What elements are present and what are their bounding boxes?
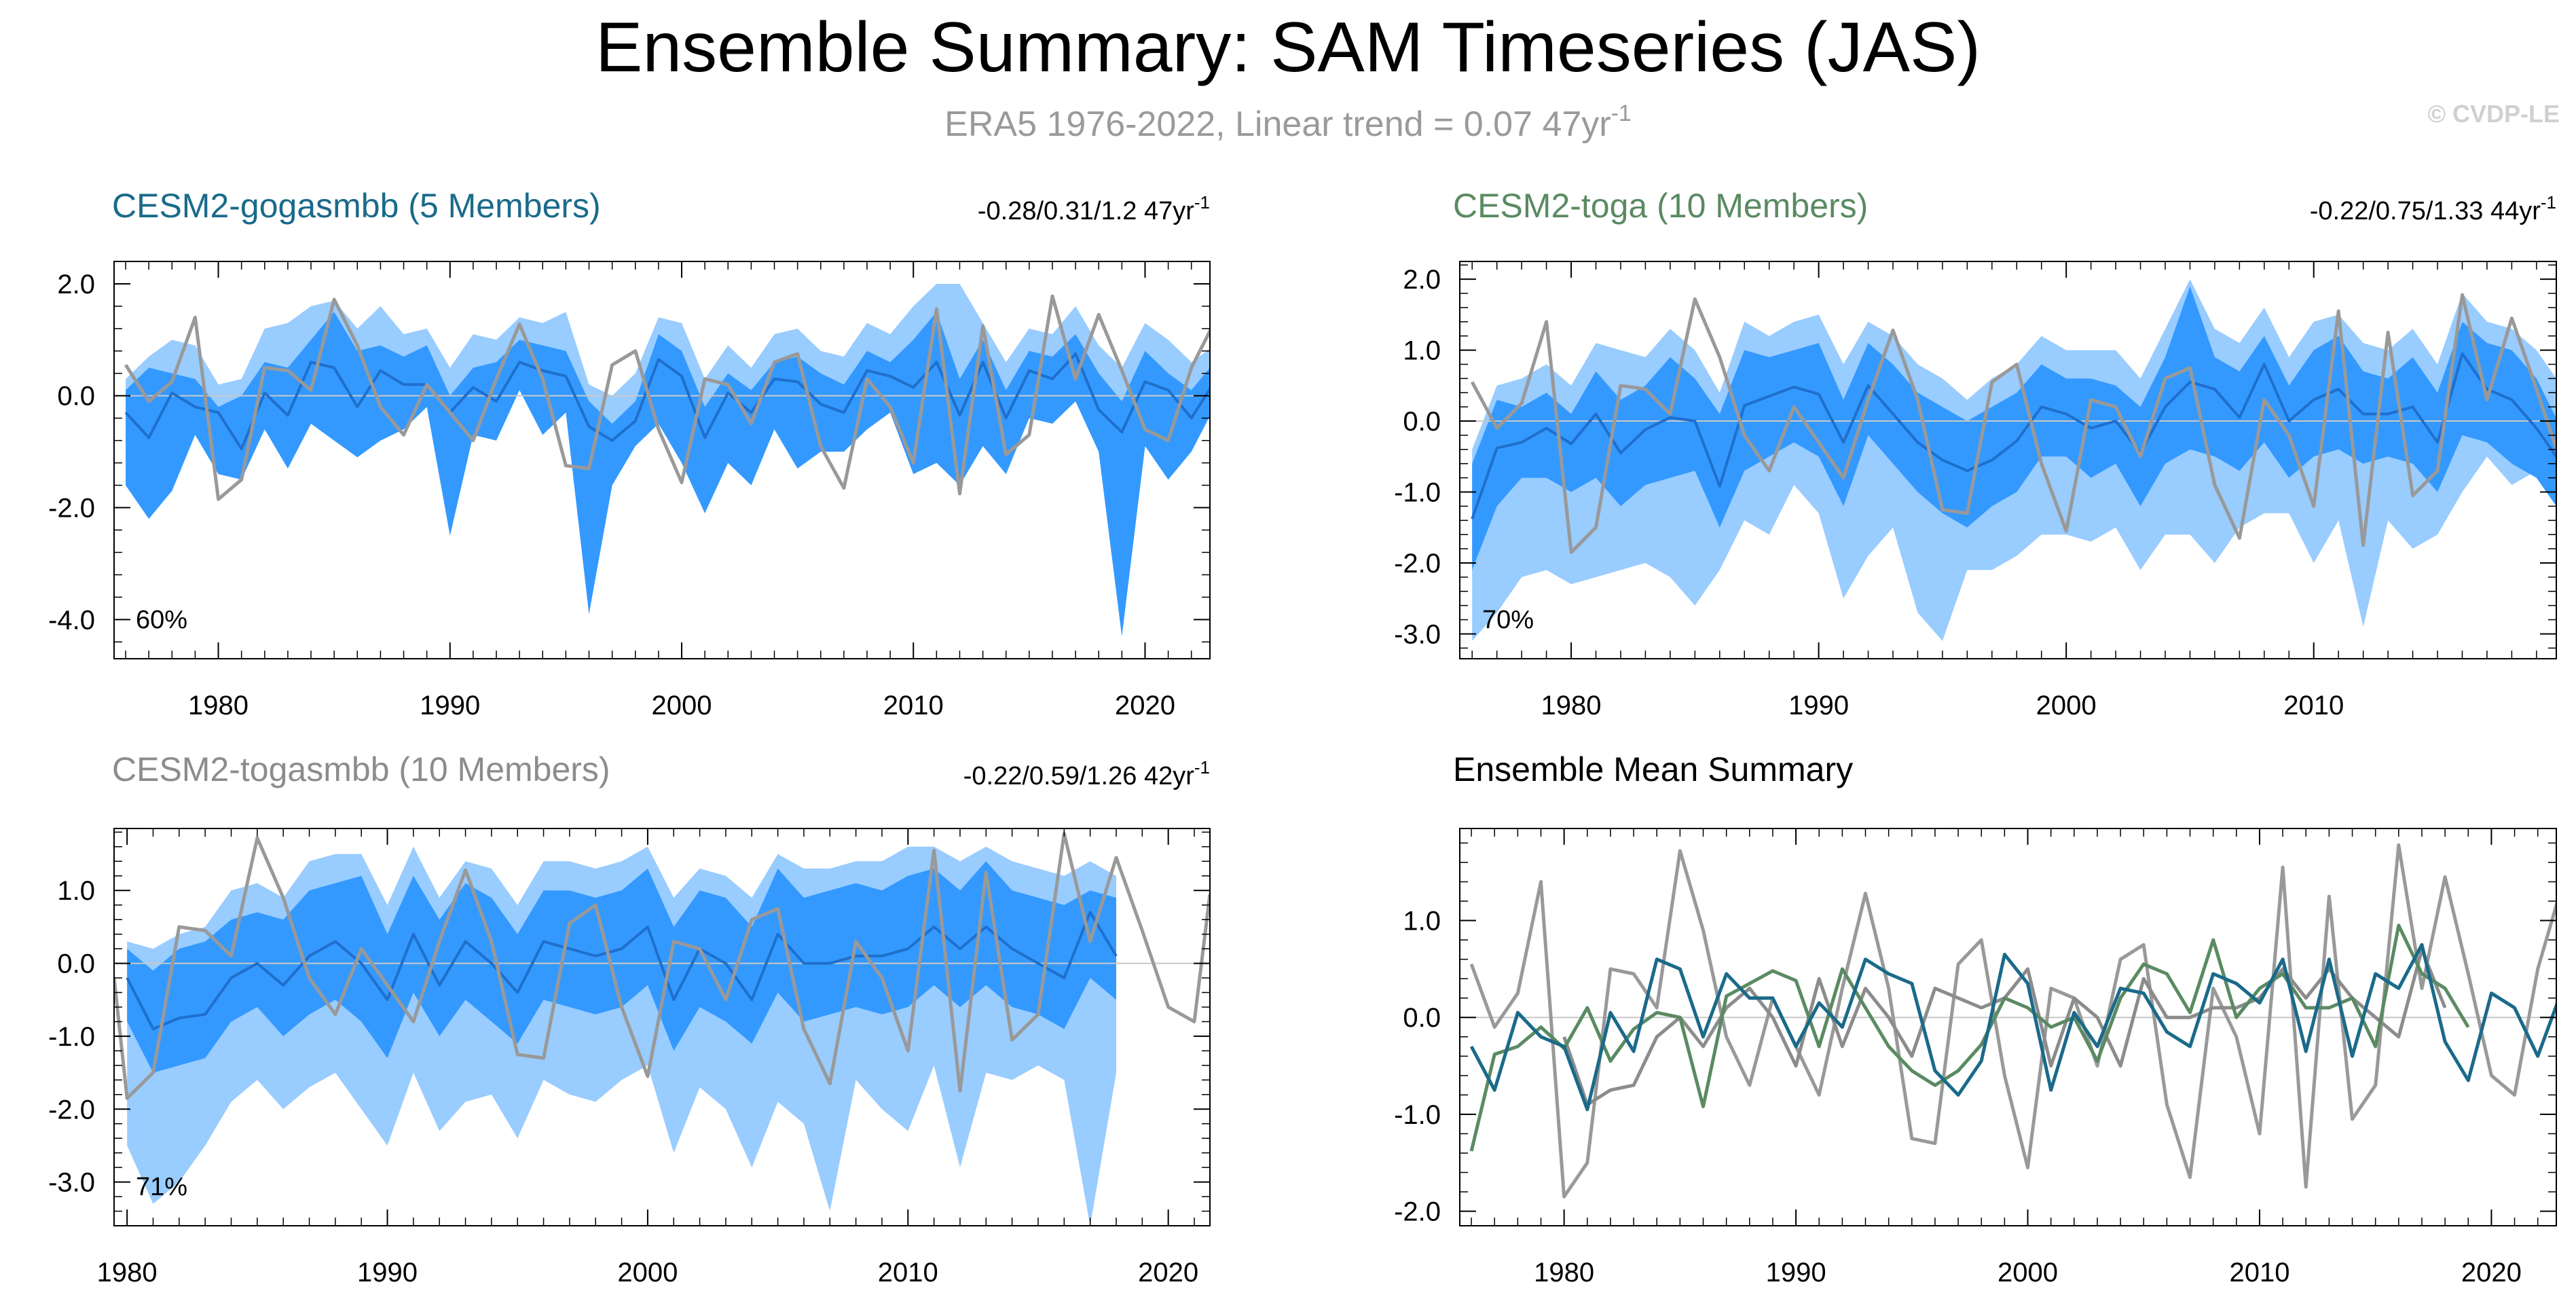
ytick-label: 1.0 xyxy=(1403,907,1441,936)
main-title: Ensemble Summary: SAM Timeseries (JAS) xyxy=(595,8,1981,87)
xtick-label: 2020 xyxy=(1138,1258,1198,1288)
plot-area-ensmean: 1.0 0.0 -1.0 -2.0 1980 1990 2000 2010 2020 xyxy=(1394,828,2557,1288)
pct-label-gogasmbb: 60% xyxy=(136,606,187,634)
xtick-label: 1980 xyxy=(1541,691,1602,721)
xtick-label: 2010 xyxy=(2229,1258,2289,1288)
panel-stats-togasmbb: -0.22/0.59/1.26 42yr-1 xyxy=(963,757,1210,790)
ytick-label: 1.0 xyxy=(1403,336,1441,366)
dark-band-gogasmbb xyxy=(126,312,1210,636)
ytick-label: -2.0 xyxy=(1394,549,1441,579)
pct-label-toga: 70% xyxy=(1482,606,1534,634)
panel-title-toga: CESM2-toga (10 Members) xyxy=(1453,187,1868,225)
pct-label-togasmbb: 71% xyxy=(136,1173,187,1201)
xtick-label: 2010 xyxy=(2283,691,2344,721)
ytick-label: 2.0 xyxy=(1403,265,1441,295)
plot-inner-togasmbb xyxy=(114,832,1210,1226)
dark-band-togasmbb xyxy=(127,861,1117,1073)
xtick-label: 2010 xyxy=(878,1258,938,1288)
ytick-label: 1.0 xyxy=(57,876,95,906)
series-line-era5 xyxy=(1469,843,2556,1199)
ytick-label: -1.0 xyxy=(48,1022,95,1052)
xtick-label: 2010 xyxy=(883,691,944,721)
plot-area-togasmbb: 1.0 0.0 -1.0 -2.0 -3.0 1980 1990 2000 2010 2020 xyxy=(48,828,1211,1288)
xtick-label: 1990 xyxy=(420,691,480,721)
xtick-label: 2020 xyxy=(1115,691,1175,721)
obs-line-toga xyxy=(1470,293,2556,554)
plot-area-toga: 2.0 1.0 0.0 -1.0 -2.0 -3.0 1980 1990 2000 2010 xyxy=(1394,261,2557,721)
ytick-label: -2.0 xyxy=(48,1095,95,1125)
ytick-label: 0.0 xyxy=(1403,407,1441,437)
plot-inner-ensmean xyxy=(1460,843,2556,1199)
plot-inner-gogasmbb xyxy=(114,284,1210,636)
ytick-label: -4.0 xyxy=(48,605,95,635)
xtick-label: 2020 xyxy=(2461,1258,2522,1288)
series-line-cesm2-gogasmbb xyxy=(1469,943,2556,1112)
obs-line-gogasmbb xyxy=(124,294,1210,501)
xtick-label: 2000 xyxy=(1998,1258,2058,1288)
plot-frame-togasmbb xyxy=(113,828,1211,1226)
ytick-label: -1.0 xyxy=(1394,1100,1441,1130)
plot-frame-ensmean xyxy=(1459,828,2557,1226)
ytick-label: -3.0 xyxy=(1394,619,1441,649)
ytick-label: 0.0 xyxy=(57,949,95,979)
xtick-label: 1990 xyxy=(1788,691,1849,721)
series-line-cesm2-toga xyxy=(1469,924,2470,1152)
obs-line-togasmbb xyxy=(114,832,1210,1100)
plot-inner-toga xyxy=(1460,279,2556,641)
xtick-label: 1990 xyxy=(1766,1258,1826,1288)
ens-mean-line-togasmbb xyxy=(126,911,1118,1031)
plot-frame-gogasmbb xyxy=(113,261,1211,659)
ytick-label: 2.0 xyxy=(57,270,95,299)
ens-mean-line-gogasmbb xyxy=(124,352,1210,450)
panel-title-gogasmbb: CESM2-gogasmbb (5 Members) xyxy=(112,187,601,225)
ytick-label: -2.0 xyxy=(1394,1197,1441,1227)
xtick-label: 2000 xyxy=(2036,691,2097,721)
dark-band-toga xyxy=(1472,286,2556,570)
panel-title-ensmean: Ensemble Mean Summary xyxy=(1453,750,1853,788)
panel-stats-gogasmbb: -0.28/0.31/1.2 47yr-1 xyxy=(978,192,1210,225)
plot-area-gogasmbb: 2.0 0.0 -2.0 -4.0 1980 1990 2000 2010 2020 xyxy=(48,261,1211,721)
ytick-label: -3.0 xyxy=(48,1168,95,1198)
xtick-label: 1980 xyxy=(97,1258,158,1288)
ytick-label: -2.0 xyxy=(48,494,95,524)
ytick-label: 0.0 xyxy=(1403,1003,1441,1033)
ytick-label: 0.0 xyxy=(57,382,95,412)
panel-stats-toga: -0.22/0.75/1.33 44yr-1 xyxy=(2310,192,2556,225)
panel-title-togasmbb: CESM2-togasmbb (10 Members) xyxy=(112,750,610,788)
xtick-label: 2000 xyxy=(652,691,712,721)
panel-togasmbb: CESM2-togasmbb (10 Members) -0.22/0.59/1… xyxy=(48,750,1211,1288)
subtitle: ERA5 1976-2022, Linear trend = 0.07 47yr… xyxy=(944,101,1632,144)
panel-ensmean: Ensemble Mean Summary 1.0 0.0 -1.0 -2.0 1980… xyxy=(1394,750,2557,1288)
copyright: © CVDP-LE xyxy=(2427,100,2560,128)
xtick-label: 2000 xyxy=(617,1258,678,1288)
ytick-label: -1.0 xyxy=(1394,478,1441,508)
panel-gogasmbb: CESM2-gogasmbb (5 Members) -0.28/0.31/1.… xyxy=(48,187,1211,721)
xtick-label: 1990 xyxy=(357,1258,418,1288)
xtick-label: 1980 xyxy=(188,691,249,721)
panel-toga: CESM2-toga (10 Members) -0.22/0.75/1.33 … xyxy=(1394,187,2557,721)
plot-frame-toga xyxy=(1459,261,2557,659)
xtick-label: 1980 xyxy=(1534,1258,1594,1288)
